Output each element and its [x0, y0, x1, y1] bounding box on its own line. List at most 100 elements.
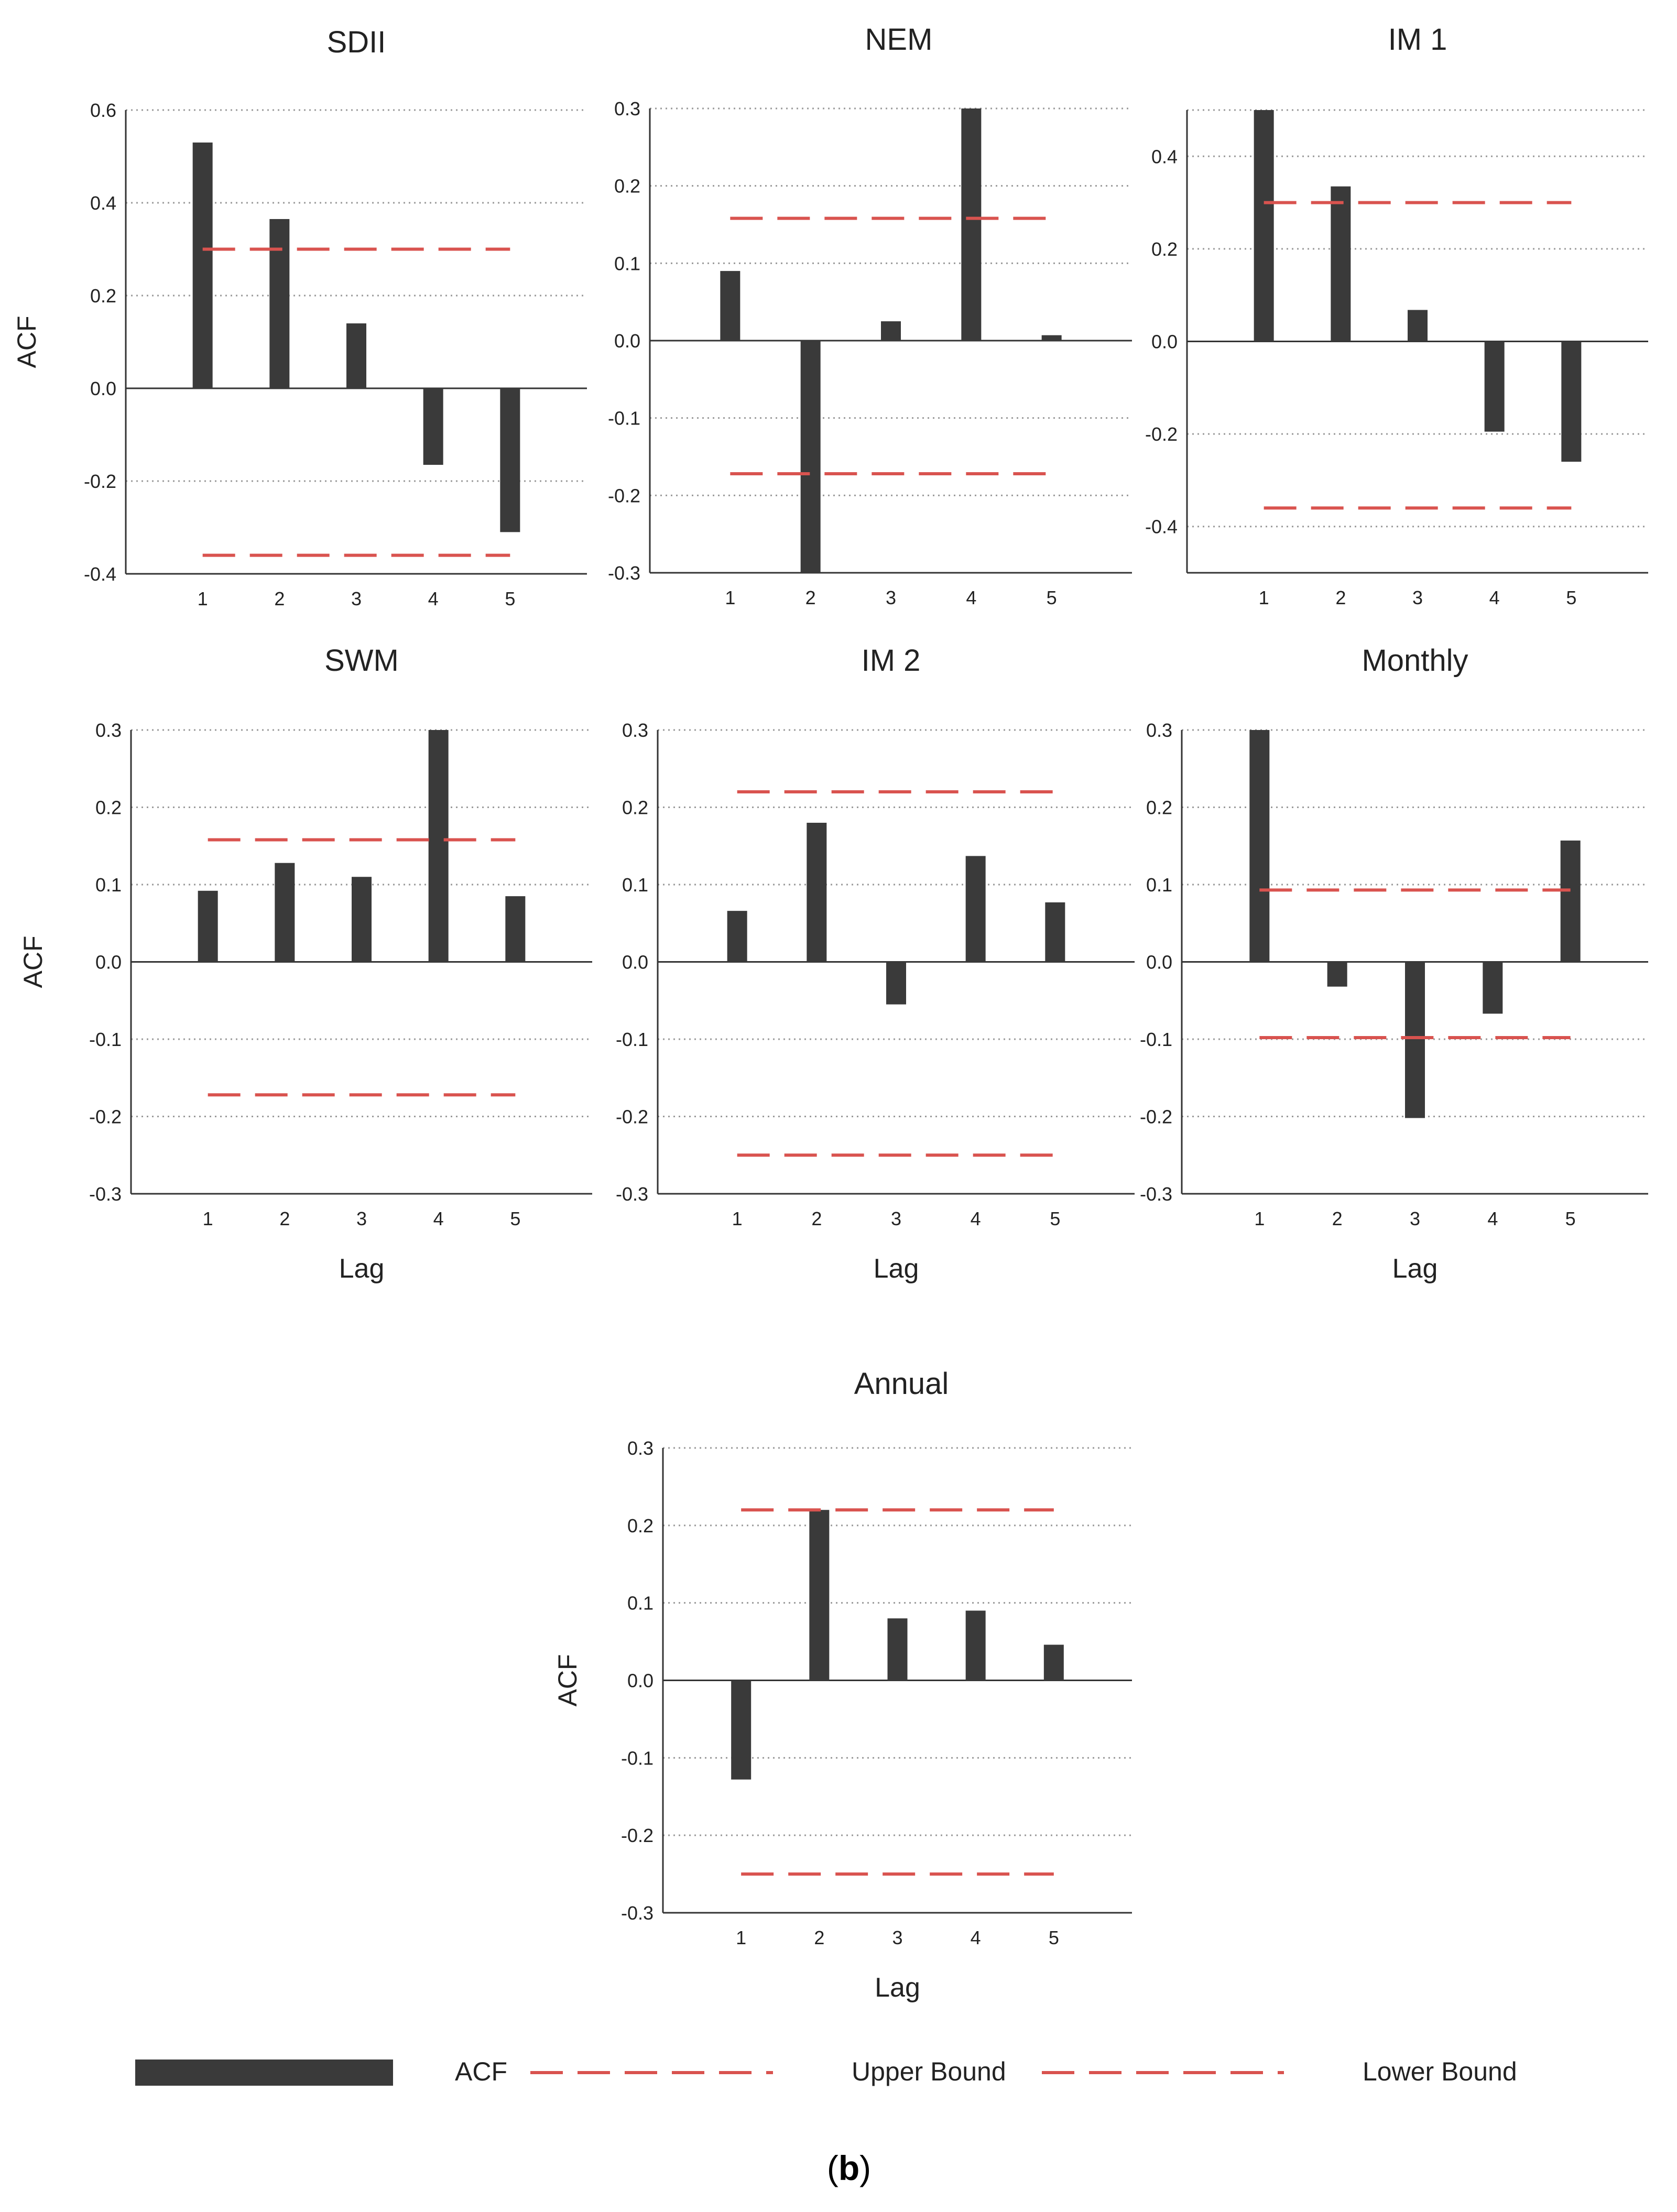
y-tick-label: 0.3: [95, 720, 122, 741]
y-tick-label: -0.3: [621, 1902, 654, 1924]
acf-bar: [1331, 186, 1351, 342]
y-axis-label: ACF: [18, 936, 48, 988]
acf-bar: [1484, 341, 1505, 432]
acf-bar: [1045, 902, 1065, 962]
y-tick-label: -0.2: [84, 471, 116, 492]
y-tick-label: 0.0: [627, 1670, 654, 1692]
x-tick-label: 1: [1254, 1208, 1265, 1229]
y-tick-label: 0.2: [622, 797, 648, 819]
chart-title: IM 2: [862, 644, 921, 678]
chart-panel-im-1: IM 1 0.4 0.2 0.0 -0.2 -0.4 1 2 3 4 5: [1145, 23, 1648, 608]
x-tick-label: 1: [736, 1927, 746, 1948]
y-tick-label: 0.4: [90, 192, 116, 214]
y-tick-label: -0.2: [89, 1106, 122, 1128]
x-tick-label: 4: [1489, 587, 1500, 608]
y-tick-label: -0.3: [1140, 1183, 1172, 1205]
y-tick-label: 0.3: [622, 720, 648, 741]
acf-bar: [275, 863, 295, 962]
acf-bar: [807, 823, 827, 962]
y-tick-label: -0.1: [89, 1029, 122, 1050]
x-tick-label: 4: [1487, 1208, 1498, 1229]
chart-panel-im-2: IM 2 0.3 0.2 0.1 0.0 -0.1 -0.2 -0.3 1 2 3 4 5 Lag: [616, 644, 1135, 1284]
x-tick-label: 3: [351, 588, 362, 609]
x-tick-label: 3: [356, 1208, 367, 1229]
chart-title: NEM: [865, 23, 933, 57]
y-tick-label: -0.2: [608, 485, 640, 506]
acf-bar: [881, 321, 901, 341]
acf-bar: [1041, 335, 1062, 341]
legend-lower-label: Lower Bound: [1363, 2057, 1517, 2086]
x-tick-label: 1: [203, 1208, 213, 1229]
y-tick-label: 0.1: [614, 253, 640, 274]
acf-bar: [727, 911, 747, 962]
x-tick-label: 2: [1335, 587, 1346, 608]
acf-bar: [720, 271, 741, 341]
acf-bar: [198, 890, 218, 962]
chart-title: Annual: [854, 1367, 949, 1401]
x-tick-label: 4: [971, 1927, 981, 1948]
x-tick-label: 2: [811, 1208, 822, 1229]
y-axis-label: ACF: [12, 316, 41, 368]
x-tick-label: 5: [1565, 1208, 1576, 1229]
acf-bar: [269, 219, 290, 388]
x-tick-label: 4: [966, 587, 976, 608]
y-tick-label: 0.2: [614, 176, 640, 197]
chart-panel-nem: NEM 0.3 0.2 0.1 0.0 -0.1 -0.2 -0.3 1 2 3 4 5: [608, 23, 1132, 608]
figure-label: (b): [827, 2149, 871, 2187]
legend-acf-label: ACF: [455, 2057, 507, 2086]
acf-bar: [800, 341, 821, 573]
chart-title: Monthly: [1362, 644, 1468, 678]
acf-bar: [1405, 962, 1425, 1118]
acf-bar: [1254, 110, 1274, 342]
figure-label-letter: b: [838, 2149, 859, 2187]
y-tick-label: 0.1: [627, 1593, 654, 1614]
y-tick-label: 0.3: [627, 1437, 654, 1459]
x-tick-label: 2: [805, 587, 816, 608]
x-tick-label: 2: [274, 588, 285, 609]
x-tick-label: 5: [1566, 587, 1576, 608]
x-tick-label: 2: [279, 1208, 290, 1229]
x-axis-label: Lag: [874, 1254, 919, 1284]
x-tick-label: 4: [433, 1208, 444, 1229]
y-tick-label: -0.2: [1140, 1106, 1172, 1128]
acf-bar: [500, 388, 520, 532]
chart-title: IM 1: [1388, 23, 1447, 57]
chart-panel-monthly: Monthly 0.3 0.2 0.1 0.0 -0.1 -0.2 -0.3 1 2 3 4 5 Lag: [1140, 644, 1648, 1284]
chart-panel-sdii: SDII 0.6 0.4 0.2 0.0 -0.2 -0.4 1 2 3 4 5 ACF: [12, 25, 587, 609]
chart-title: SWM: [324, 644, 399, 678]
y-tick-label: -0.1: [608, 408, 640, 429]
y-tick-label: 0.2: [90, 285, 116, 307]
y-tick-label: -0.4: [1145, 516, 1178, 538]
y-tick-label: 0.2: [1146, 797, 1172, 819]
figure-label-close: ): [859, 2149, 871, 2187]
acf-bar: [1483, 962, 1503, 1014]
y-tick-label: 0.0: [1146, 952, 1172, 973]
y-tick-label: -0.3: [89, 1183, 122, 1205]
acf-bar: [1560, 840, 1581, 962]
x-axis-label: Lag: [875, 1973, 920, 2003]
acf-bar: [887, 1618, 908, 1681]
y-tick-label: 0.1: [622, 874, 648, 896]
x-tick-label: 4: [428, 588, 439, 609]
acf-bar: [965, 1610, 986, 1681]
y-tick-label: 0.6: [90, 100, 116, 121]
y-tick-label: 0.3: [614, 98, 640, 119]
x-tick-label: 1: [198, 588, 208, 609]
x-tick-label: 4: [971, 1208, 981, 1229]
y-tick-label: -0.3: [616, 1183, 648, 1205]
acf-bar: [423, 388, 443, 465]
acf-bar: [505, 896, 526, 962]
y-tick-label: 0.0: [1151, 331, 1178, 353]
acf-bar: [346, 323, 366, 388]
y-tick-label: 0.0: [614, 330, 640, 352]
x-axis-label: Lag: [1392, 1254, 1438, 1284]
acf-bar: [1561, 341, 1582, 462]
legend-upper-label: Upper Bound: [852, 2057, 1006, 2086]
acf-bar: [961, 108, 982, 341]
chart-panel-swm: SWM 0.3 0.2 0.1 0.0 -0.1 -0.2 -0.3 1 2 3 4 5 ACF Lag: [18, 644, 592, 1284]
y-axis-label: ACF: [553, 1654, 582, 1707]
x-tick-label: 1: [1259, 587, 1269, 608]
y-tick-label: -0.1: [616, 1029, 648, 1050]
acf-bar: [192, 142, 213, 388]
x-tick-label: 5: [1047, 587, 1057, 608]
